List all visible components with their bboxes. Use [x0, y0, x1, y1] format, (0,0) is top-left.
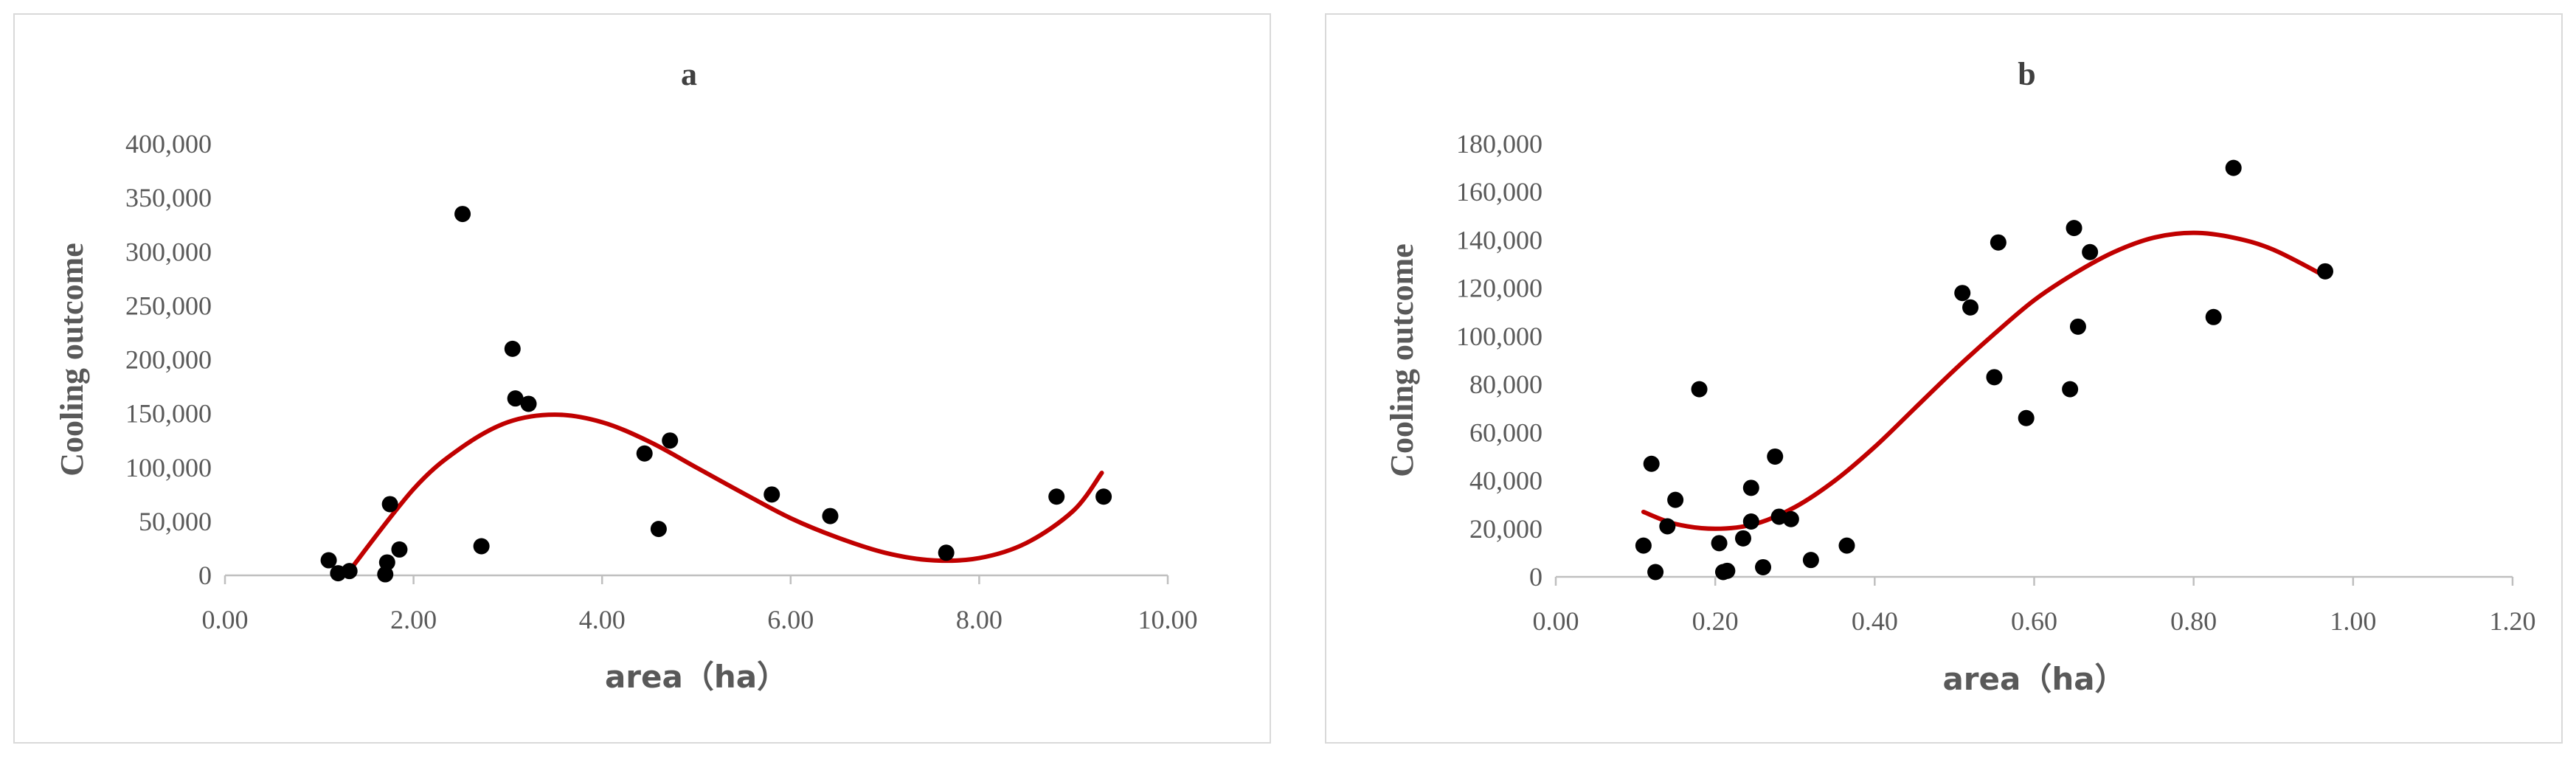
x-tick-label: 4.00: [579, 605, 626, 634]
data-point: [1048, 488, 1065, 505]
x-tick-label: 0.00: [202, 605, 249, 634]
x-tick-label: 1.00: [2330, 606, 2376, 636]
y-tick-label: 180,000: [1456, 129, 1543, 159]
data-point: [454, 206, 471, 223]
y-tick-label: 50,000: [139, 507, 212, 536]
data-point: [1659, 518, 1676, 535]
data-point: [1667, 491, 1684, 508]
data-point: [2018, 409, 2035, 426]
data-point: [391, 541, 408, 558]
y-tick-label: 40,000: [1469, 466, 1543, 496]
data-point: [822, 508, 839, 524]
x-tick-label: 0.20: [1692, 606, 1739, 636]
y-tick-label: 120,000: [1456, 274, 1543, 303]
data-point: [938, 544, 955, 561]
data-point: [2205, 308, 2222, 325]
y-tick-label: 100,000: [1456, 322, 1543, 351]
data-point: [1719, 562, 1736, 579]
data-point: [1647, 564, 1664, 581]
data-point: [636, 445, 653, 462]
data-point: [1755, 558, 1772, 575]
y-tick-label: 250,000: [125, 291, 212, 320]
data-point: [1742, 513, 1759, 530]
data-point: [2062, 381, 2079, 398]
x-tick-label: 0.40: [1852, 606, 1898, 636]
data-point: [473, 538, 490, 555]
y-axis-label: Cooling outcome: [54, 243, 90, 477]
x-tick-label: 0.00: [1533, 606, 1579, 636]
x-tick-label: 8.00: [956, 605, 1003, 634]
data-point: [1962, 299, 1979, 316]
y-tick-label: 300,000: [125, 237, 212, 266]
y-tick-label: 100,000: [125, 453, 212, 482]
data-point: [381, 496, 398, 513]
data-point: [764, 486, 780, 503]
data-point: [1691, 381, 1708, 398]
data-point: [2225, 159, 2242, 176]
y-axis-label: Cooling outcome: [1384, 243, 1420, 477]
data-point: [1095, 488, 1112, 505]
data-point: [1838, 537, 1855, 554]
y-tick-label: 400,000: [125, 129, 212, 159]
x-axis-label: area（ha）: [1942, 661, 2125, 697]
y-tick-label: 350,000: [125, 183, 212, 212]
data-point: [1643, 455, 1660, 472]
x-tick-label: 1.20: [2490, 606, 2536, 636]
data-point: [320, 552, 337, 569]
data-point: [2069, 318, 2086, 335]
y-tick-label: 80,000: [1469, 370, 1543, 399]
data-point: [662, 432, 679, 449]
data-point: [1734, 530, 1751, 547]
y-tick-label: 200,000: [125, 345, 212, 375]
x-tick-label: 0.60: [2011, 606, 2057, 636]
chart-a-svg: a Cooling outcome area（ha） 0 50,000 100,000 15…: [54, 56, 1198, 695]
data-point: [507, 390, 524, 407]
chart-panel-b: b Cooling outcome area（ha） 0 20,000 40,000 60,…: [1325, 13, 2563, 744]
data-point: [1782, 510, 1799, 527]
y-tick-label: 0: [198, 561, 212, 590]
data-point: [2317, 263, 2334, 280]
data-point: [1767, 448, 1784, 465]
data-point: [378, 554, 395, 571]
x-tick-label: 6.00: [767, 605, 814, 634]
data-point: [1635, 537, 1652, 554]
data-point: [2082, 243, 2099, 260]
data-point: [1990, 234, 2007, 251]
data-point: [1711, 535, 1728, 552]
y-tick-label: 60,000: [1469, 418, 1543, 447]
chart-panel-a: a Cooling outcome area（ha） 0 50,000 100,000 15…: [13, 13, 1271, 744]
data-point: [1954, 285, 1971, 302]
data-point: [520, 395, 537, 412]
chart-title: a: [681, 56, 697, 92]
y-tick-label: 160,000: [1456, 177, 1543, 207]
x-tick-label: 0.80: [2170, 606, 2217, 636]
data-point: [504, 340, 521, 357]
x-tick-label: 2.00: [390, 605, 437, 634]
x-axis-label: area（ha）: [605, 659, 788, 695]
chart-b-svg: b Cooling outcome area（ha） 0 20,000 40,000 60,…: [1384, 56, 2536, 697]
x-tick-label: 10.00: [1138, 605, 1198, 634]
y-tick-label: 0: [1529, 562, 1543, 592]
data-point: [341, 563, 358, 580]
y-tick-label: 150,000: [125, 399, 212, 429]
trend-line: [345, 412, 1104, 576]
data-point: [650, 521, 667, 538]
y-tick-label: 140,000: [1456, 225, 1543, 254]
data-point: [2066, 220, 2082, 237]
chart-title: b: [2018, 56, 2035, 92]
y-tick-label: 20,000: [1469, 514, 1543, 544]
data-point: [1742, 479, 1759, 496]
data-point: [1986, 369, 2003, 386]
data-point: [1802, 552, 1819, 569]
